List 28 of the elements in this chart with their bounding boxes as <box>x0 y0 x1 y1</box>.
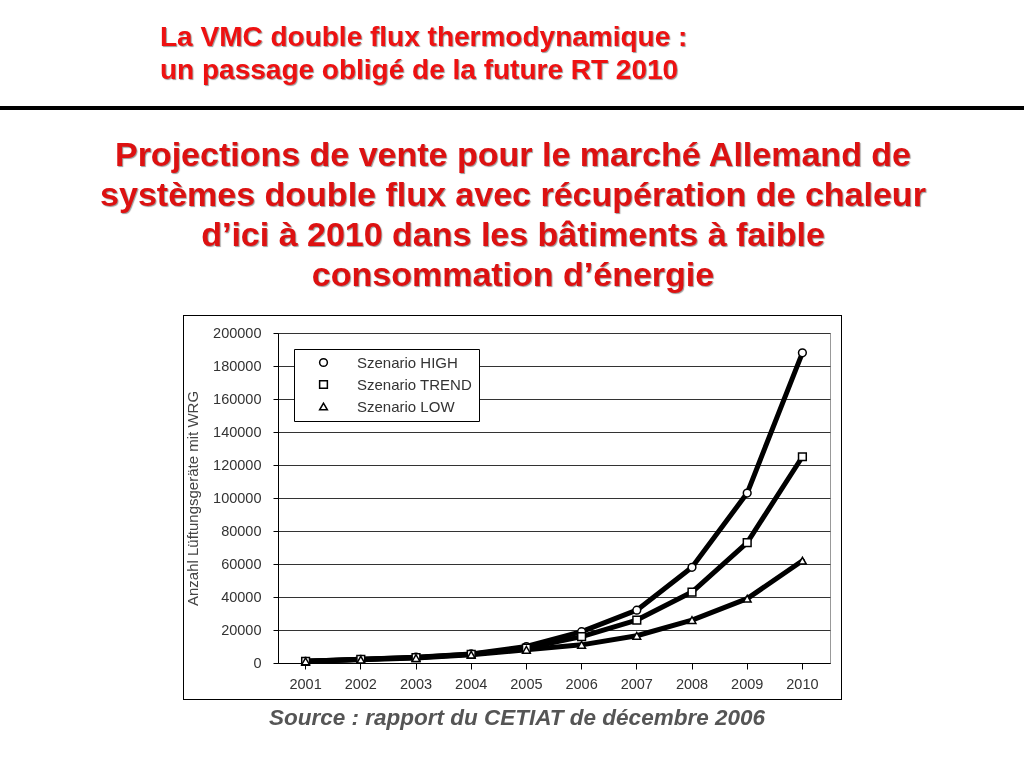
chart-subtitle: Projections de vente pour le marché Allemand de systèmes double flux avec récupération de chaleur d’ici à 2010 dans les bâtiments à faible consommation d’énergie <box>99 134 927 294</box>
chart-title: La VMC double flux thermodynamique : un passage obligé de la future RT 2010 <box>160 20 689 86</box>
legend-label: Szenario TREND <box>357 375 472 393</box>
x-tick-label: 2008 <box>675 675 709 692</box>
y-tick-label: 80000 <box>221 522 262 539</box>
x-tick-label: 2001 <box>289 675 322 692</box>
x-tick-label: 2009 <box>731 675 764 692</box>
source-note: Source : rapport du CETIAT de décembre 2006 <box>268 704 766 732</box>
x-tick-label: 2010 <box>786 675 819 692</box>
y-tick-label: 0 <box>253 654 262 671</box>
y-tick-label: 160000 <box>213 390 262 407</box>
x-tick-label: 2004 <box>455 675 488 692</box>
y-tick-label: 180000 <box>213 357 262 374</box>
x-tick-label: 2005 <box>510 675 543 692</box>
y-tick-label: 20000 <box>221 621 262 638</box>
x-tick-label: 2006 <box>565 675 598 692</box>
y-axis-title: Anzahl Lüftungsgeräte mit WRG <box>184 390 202 607</box>
y-tick-label: 60000 <box>221 555 262 572</box>
x-tick-label: 2007 <box>620 675 653 692</box>
y-tick-label: 200000 <box>213 324 262 341</box>
x-tick-label: 2003 <box>399 675 433 692</box>
y-tick-label: 140000 <box>213 423 262 440</box>
x-tick-label: 2002 <box>344 675 377 692</box>
legend-label: Szenario HIGH <box>357 353 458 371</box>
y-tick-label: 100000 <box>213 489 262 506</box>
y-tick-label: 40000 <box>221 588 262 605</box>
y-tick-label: 120000 <box>213 456 262 473</box>
legend-label: Szenario LOW <box>357 397 456 415</box>
